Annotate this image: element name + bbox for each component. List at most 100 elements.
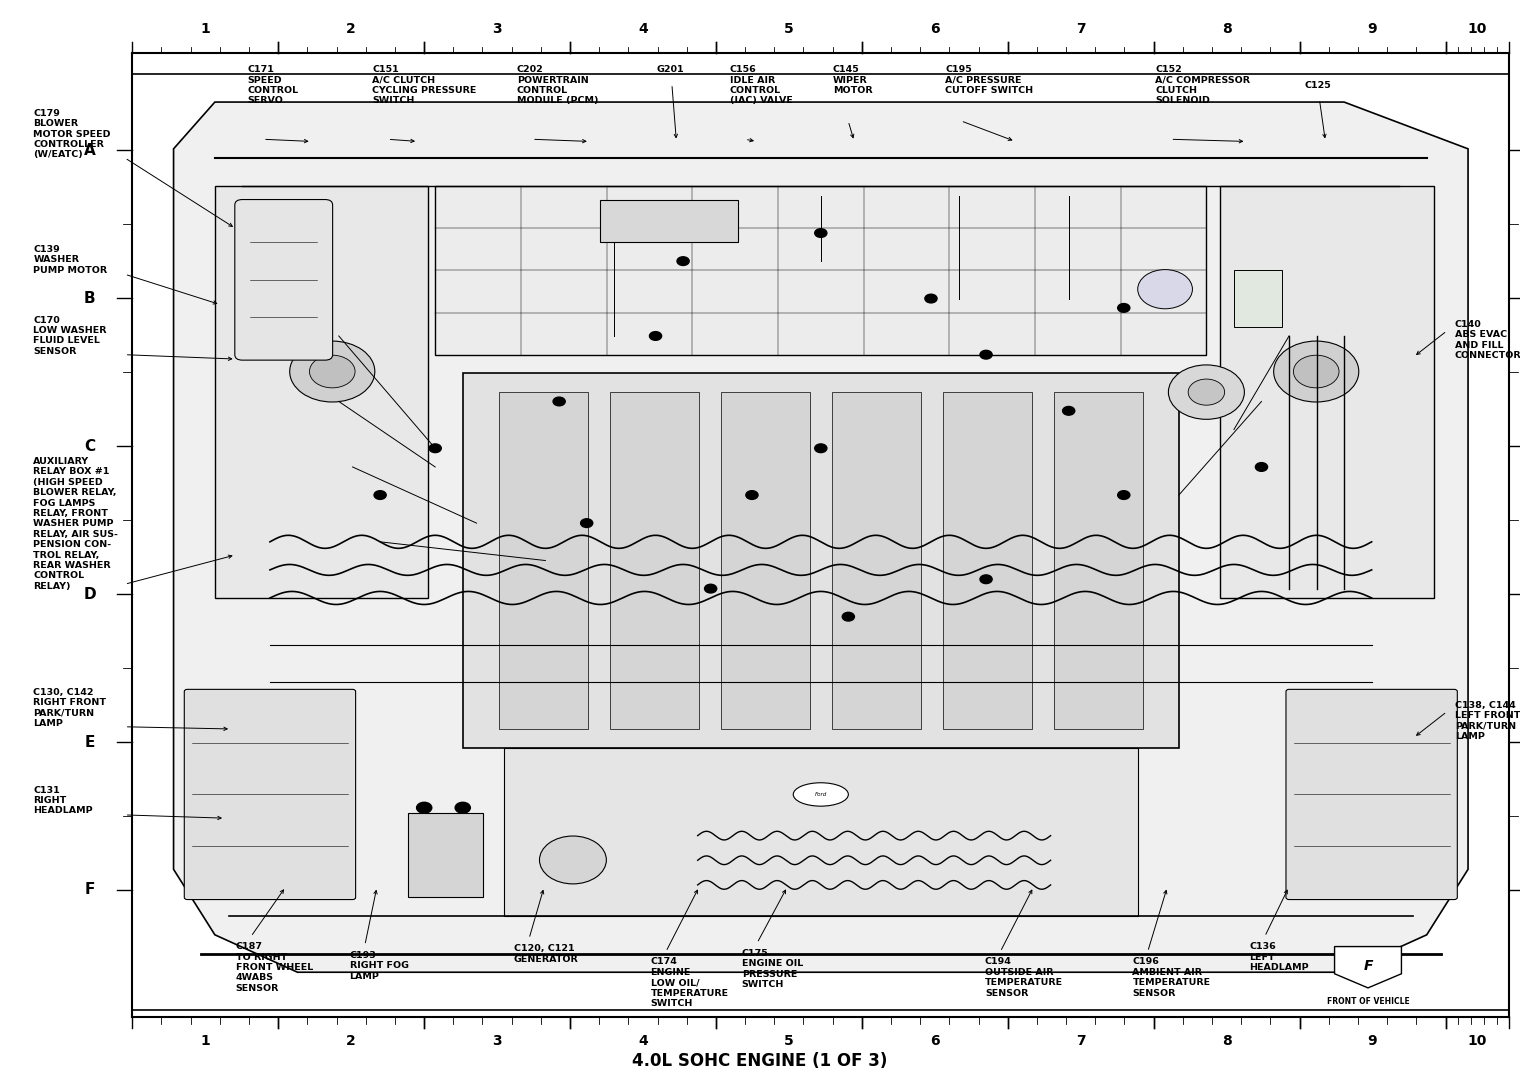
FancyBboxPatch shape bbox=[1286, 690, 1458, 900]
Text: C120, C121
GENERATOR: C120, C121 GENERATOR bbox=[514, 944, 579, 964]
Text: C175
ENGINE OIL
PRESSURE
SWITCH: C175 ENGINE OIL PRESSURE SWITCH bbox=[742, 949, 803, 989]
Bar bbox=[407, 813, 483, 898]
Circle shape bbox=[1117, 491, 1129, 499]
Circle shape bbox=[553, 397, 565, 406]
Text: A: A bbox=[84, 143, 96, 158]
Text: G201: G201 bbox=[657, 65, 684, 74]
Circle shape bbox=[290, 341, 375, 401]
Circle shape bbox=[454, 802, 470, 813]
Bar bbox=[1053, 392, 1143, 729]
Text: 4: 4 bbox=[638, 1035, 648, 1048]
Text: 2: 2 bbox=[347, 1035, 356, 1048]
Text: 8: 8 bbox=[1222, 1035, 1231, 1048]
Text: 6: 6 bbox=[930, 1035, 939, 1048]
Text: C174
ENGINE
LOW OIL/
TEMPERATURE
SWITCH: C174 ENGINE LOW OIL/ TEMPERATURE SWITCH bbox=[651, 957, 728, 1009]
Text: 4: 4 bbox=[638, 23, 648, 36]
Text: C171
SPEED
CONTROL
SERVO: C171 SPEED CONTROL SERVO bbox=[248, 65, 299, 106]
Circle shape bbox=[924, 294, 936, 302]
Text: D: D bbox=[84, 586, 96, 602]
Circle shape bbox=[310, 355, 356, 387]
Text: 10: 10 bbox=[1468, 1035, 1487, 1048]
Circle shape bbox=[1274, 341, 1359, 401]
Text: 5: 5 bbox=[784, 23, 793, 36]
Circle shape bbox=[649, 332, 661, 341]
Text: 1: 1 bbox=[201, 23, 210, 36]
Text: 9: 9 bbox=[1368, 23, 1377, 36]
Text: C140
ABS EVAC
AND FILL
CONNECTOR: C140 ABS EVAC AND FILL CONNECTOR bbox=[1455, 320, 1520, 360]
Circle shape bbox=[1189, 379, 1225, 405]
Text: B: B bbox=[84, 290, 96, 306]
Text: C179
BLOWER
MOTOR SPEED
CONTROLLER
(W/EATC): C179 BLOWER MOTOR SPEED CONTROLLER (W/EA… bbox=[33, 109, 111, 160]
Text: C131
RIGHT
HEADLAMP: C131 RIGHT HEADLAMP bbox=[33, 786, 93, 815]
Text: C138, C144
LEFT FRONT
PARK/TURN
LAMP: C138, C144 LEFT FRONT PARK/TURN LAMP bbox=[1455, 701, 1520, 741]
Text: 3: 3 bbox=[492, 1035, 502, 1048]
Bar bbox=[214, 186, 429, 598]
Text: F: F bbox=[85, 882, 94, 898]
Circle shape bbox=[705, 584, 717, 593]
FancyBboxPatch shape bbox=[234, 199, 333, 360]
Bar bbox=[462, 373, 1180, 747]
Text: C194
OUTSIDE AIR
TEMPERATURE
SENSOR: C194 OUTSIDE AIR TEMPERATURE SENSOR bbox=[985, 957, 1062, 998]
Bar bbox=[720, 392, 810, 729]
Text: 2: 2 bbox=[347, 23, 356, 36]
Text: 6: 6 bbox=[930, 23, 939, 36]
Bar bbox=[610, 392, 699, 729]
Bar bbox=[499, 392, 588, 729]
Text: C130, C142
RIGHT FRONT
PARK/TURN
LAMP: C130, C142 RIGHT FRONT PARK/TURN LAMP bbox=[33, 688, 106, 728]
Text: F: F bbox=[1363, 960, 1373, 973]
Text: 8: 8 bbox=[1222, 23, 1231, 36]
Text: C145
WIPER
MOTOR: C145 WIPER MOTOR bbox=[833, 65, 872, 95]
Text: Ford: Ford bbox=[815, 792, 827, 796]
Bar bbox=[505, 747, 1137, 916]
Circle shape bbox=[815, 444, 827, 453]
Text: 5: 5 bbox=[784, 1035, 793, 1048]
Circle shape bbox=[581, 519, 593, 528]
Circle shape bbox=[1294, 355, 1339, 387]
Text: C136
LEFT
HEADLAMP: C136 LEFT HEADLAMP bbox=[1249, 942, 1309, 972]
Text: C196
AMBIENT AIR
TEMPERATURE
SENSOR: C196 AMBIENT AIR TEMPERATURE SENSOR bbox=[1132, 957, 1210, 998]
Bar bbox=[942, 392, 1032, 729]
Text: FRONT OF VEHICLE: FRONT OF VEHICLE bbox=[1327, 997, 1409, 1005]
Circle shape bbox=[1137, 270, 1192, 309]
Bar bbox=[1234, 271, 1283, 326]
Text: C125: C125 bbox=[1304, 81, 1332, 89]
Text: AUXILIARY
RELAY BOX #1
(HIGH SPEED
BLOWER RELAY,
FOG LAMPS
RELAY, FRONT
WASHER P: AUXILIARY RELAY BOX #1 (HIGH SPEED BLOWE… bbox=[33, 457, 119, 591]
Ellipse shape bbox=[793, 782, 848, 806]
Circle shape bbox=[842, 613, 854, 621]
Circle shape bbox=[1169, 364, 1245, 419]
Circle shape bbox=[746, 491, 758, 499]
Text: 7: 7 bbox=[1076, 1035, 1085, 1048]
Text: C195
A/C PRESSURE
CUTOFF SWITCH: C195 A/C PRESSURE CUTOFF SWITCH bbox=[945, 65, 1034, 95]
Circle shape bbox=[429, 444, 441, 453]
Circle shape bbox=[980, 350, 993, 359]
Text: C: C bbox=[84, 438, 96, 454]
Text: 3: 3 bbox=[492, 23, 502, 36]
Bar bbox=[132, 74, 1509, 1010]
Circle shape bbox=[676, 257, 689, 265]
Text: 10: 10 bbox=[1468, 23, 1487, 36]
Text: C170
LOW WASHER
FLUID LEVEL
SENSOR: C170 LOW WASHER FLUID LEVEL SENSOR bbox=[33, 316, 106, 356]
Text: C187
TO RIGHT
FRONT WHEEL
4WABS
SENSOR: C187 TO RIGHT FRONT WHEEL 4WABS SENSOR bbox=[236, 942, 313, 993]
Text: C156
IDLE AIR
CONTROL
(IAC) VALVE: C156 IDLE AIR CONTROL (IAC) VALVE bbox=[730, 65, 792, 106]
Polygon shape bbox=[1335, 947, 1401, 988]
Text: E: E bbox=[85, 734, 94, 750]
Text: C202
POWERTRAIN
CONTROL
MODULE (PCM): C202 POWERTRAIN CONTROL MODULE (PCM) bbox=[517, 65, 599, 106]
Bar bbox=[435, 186, 1207, 355]
Polygon shape bbox=[173, 102, 1468, 973]
Text: C152
A/C COMPRESSOR
CLUTCH
SOLENOID: C152 A/C COMPRESSOR CLUTCH SOLENOID bbox=[1155, 65, 1249, 106]
Bar bbox=[831, 392, 921, 729]
Circle shape bbox=[1117, 304, 1129, 312]
FancyBboxPatch shape bbox=[184, 690, 356, 900]
Circle shape bbox=[540, 836, 606, 883]
Text: C139
WASHER
PUMP MOTOR: C139 WASHER PUMP MOTOR bbox=[33, 245, 108, 274]
Circle shape bbox=[1062, 407, 1075, 416]
Text: C151
A/C CLUTCH
CYCLING PRESSURE
SWITCH: C151 A/C CLUTCH CYCLING PRESSURE SWITCH bbox=[372, 65, 477, 106]
Text: C193
RIGHT FOG
LAMP: C193 RIGHT FOG LAMP bbox=[350, 951, 409, 980]
Text: 7: 7 bbox=[1076, 23, 1085, 36]
Bar bbox=[600, 200, 739, 243]
Text: 9: 9 bbox=[1368, 1035, 1377, 1048]
Circle shape bbox=[1256, 462, 1268, 471]
Text: 4.0L SOHC ENGINE (1 OF 3): 4.0L SOHC ENGINE (1 OF 3) bbox=[632, 1052, 888, 1070]
Circle shape bbox=[416, 802, 432, 813]
Text: 1: 1 bbox=[201, 1035, 210, 1048]
